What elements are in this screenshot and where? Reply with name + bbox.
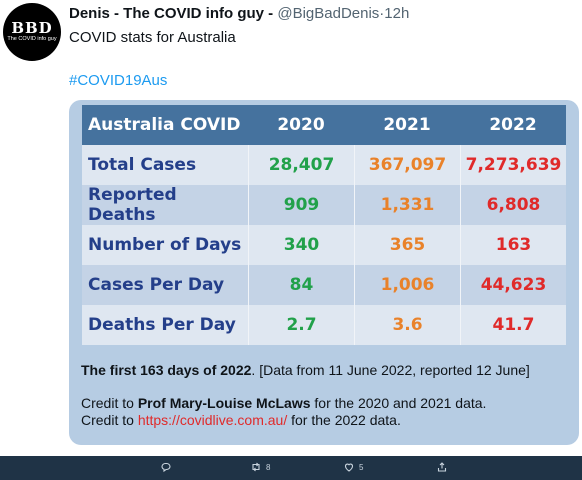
cell-2020: 84	[248, 265, 354, 305]
credit-suffix: for the 2020 and 2021 data.	[310, 395, 487, 411]
retweet-icon	[252, 462, 260, 472]
tweet-text: COVID stats for Australia	[69, 29, 236, 46]
table-row: Number of Days 340 365 163	[82, 225, 566, 265]
row-label: Total Cases	[82, 145, 248, 185]
data-note-bold: The first 163 days of 2022	[81, 362, 252, 378]
cell-2022: 41.7	[460, 305, 566, 345]
table-row: Reported Deaths 909 1,331 6,808	[82, 185, 566, 225]
table-row: Deaths Per Day 2.7 3.6 41.7	[82, 305, 566, 345]
display-name[interactable]: Denis - The COVID info guy -	[69, 5, 274, 22]
credit-line-1: Credit to Prof Mary-Louise McLaws for th…	[81, 395, 486, 411]
handle[interactable]: @BigBadDenis	[277, 5, 380, 22]
data-note: The first 163 days of 2022. [Data from 1…	[81, 362, 530, 378]
table-row: Total Cases 28,407 367,097 7,273,639	[82, 145, 566, 185]
cell-2021: 367,097	[354, 145, 460, 185]
table-header-row: Australia COVID 2020 2021 2022	[82, 105, 566, 145]
share-icon	[437, 462, 447, 472]
cell-2021: 1,006	[354, 265, 460, 305]
tweet-header: Denis - The COVID info guy - @BigBadDeni…	[69, 5, 409, 22]
cell-2021: 1,331	[354, 185, 460, 225]
stats-image[interactable]: Australia COVID 2020 2021 2022 Total Cas…	[69, 100, 579, 445]
cell-2021: 3.6	[354, 305, 460, 345]
cell-2020: 340	[248, 225, 354, 265]
credit-suffix: for the 2022 data.	[287, 412, 401, 428]
retweet-button[interactable]: 8	[250, 461, 270, 473]
cell-2020: 28,407	[248, 145, 354, 185]
retweet-count: 8	[266, 462, 271, 472]
covidlive-link: https://covidlive.com.au/	[137, 412, 288, 428]
data-note-rest: . [Data from 11 June 2022, reported 12 J…	[251, 362, 530, 378]
credit-line-2: Credit to https://covidlive.com.au/ for …	[81, 412, 401, 428]
cell-2022: 44,623	[460, 265, 566, 305]
table-row: Cases Per Day 84 1,006 44,623	[82, 265, 566, 305]
credit-prefix: Credit to	[81, 395, 138, 411]
avatar[interactable]: BBD The COVID info guy	[3, 3, 61, 61]
timestamp[interactable]: 12h	[384, 5, 410, 22]
share-button[interactable]	[436, 461, 448, 473]
row-label: Cases Per Day	[82, 265, 248, 305]
reply-button[interactable]	[160, 461, 172, 473]
cell-2020: 2.7	[248, 305, 354, 345]
row-label: Deaths Per Day	[82, 305, 248, 345]
cell-2020: 909	[248, 185, 354, 225]
reply-icon	[161, 462, 171, 473]
table-header-cell: 2021	[354, 105, 460, 145]
avatar-monogram: BBD	[11, 19, 53, 37]
heart-icon	[344, 463, 354, 472]
stats-table: Australia COVID 2020 2021 2022 Total Cas…	[82, 105, 566, 345]
like-count: 5	[359, 462, 364, 472]
cell-2022: 6,808	[460, 185, 566, 225]
hashtag-link[interactable]: #COVID19Aus	[69, 72, 168, 89]
cell-2022: 163	[460, 225, 566, 265]
avatar-subtitle: The COVID info guy	[7, 36, 57, 42]
cell-2022: 7,273,639	[460, 145, 566, 185]
row-label: Number of Days	[82, 225, 248, 265]
like-button[interactable]: 5	[343, 461, 363, 473]
table-header-cell: Australia COVID	[82, 105, 248, 145]
row-label: Reported Deaths	[82, 185, 248, 225]
table-header-cell: 2022	[460, 105, 566, 145]
table-header-cell: 2020	[248, 105, 354, 145]
credit-name: Prof Mary-Louise McLaws	[137, 395, 311, 411]
cell-2021: 365	[354, 225, 460, 265]
tweet-action-bar: 8 5	[0, 456, 582, 480]
time-separator: ·	[379, 5, 385, 22]
credit-prefix: Credit to	[81, 412, 138, 428]
